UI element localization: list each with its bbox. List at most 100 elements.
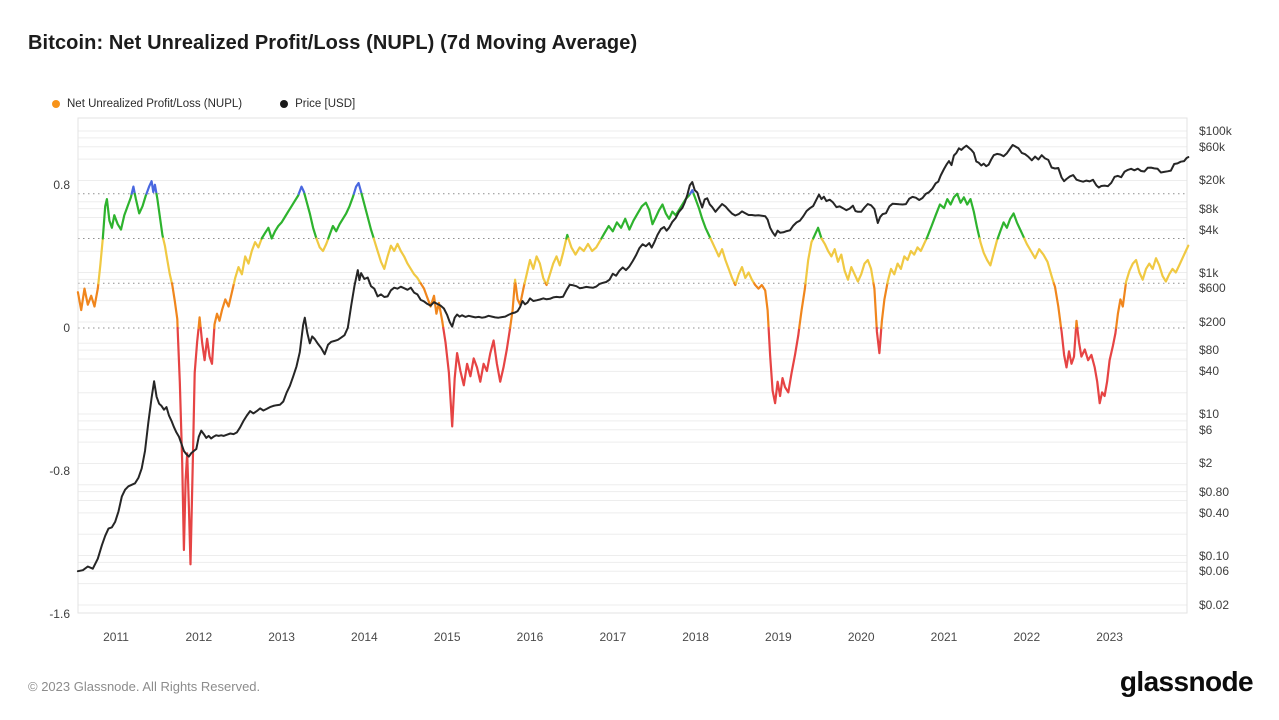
nupl-line-segment [1052,282,1063,330]
nupl-line-segment [880,282,889,330]
left-axis-tick-label: 0.8 [53,177,70,192]
left-axis-tick-label: 0 [63,321,70,335]
right-axis-tick-label: $10 [1199,407,1220,421]
nupl-line-segment [145,180,158,195]
copyright-text: © 2023 Glassnode. All Rights Reserved. [28,679,261,694]
nupl-line-segment [820,237,875,285]
x-axis-year-label: 2017 [599,630,627,644]
nupl-line-segment [315,237,330,253]
price-line [76,144,1190,573]
nupl-line-segment [303,192,318,240]
page-title: Bitcoin: Net Unrealized Profit/Loss (NUP… [28,32,638,54]
nupl-line-segment [232,237,263,285]
nupl-line-segment [1023,237,1055,285]
nupl-line-segment [752,282,770,330]
nupl-line-segment [709,237,736,285]
right-axis-tick-label: $0.02 [1199,597,1230,612]
nupl-line-segment [170,282,179,330]
nupl-line-segment [130,185,136,195]
nupl-line-segment [886,237,928,285]
nupl-line-segment [567,237,603,256]
legend-item-nupl[interactable]: Net Unrealized Profit/Loss (NUPL) [52,98,242,110]
left-axis-tick-label: -1.6 [49,607,70,622]
nupl-line-segment [213,282,236,330]
nupl-line-segment [352,181,363,195]
nupl-line-segment [1124,244,1190,285]
nupl-line-segment [996,212,1026,240]
x-axis-year-label: 2020 [847,630,875,644]
x-axis-year-label: 2014 [351,630,378,644]
legend-label-nupl: Net Unrealized Profit/Loss (NUPL) [67,98,243,110]
right-axis-tick-label: $20k [1199,173,1226,188]
nupl-line-segment [692,192,712,240]
x-axis-year-label: 2023 [1096,630,1123,644]
right-axis-tick-label: $0.10 [1199,548,1230,563]
nupl-line-segment [176,326,200,566]
right-axis-tick-label: $100k [1199,124,1232,138]
nupl-line-segment [76,282,100,312]
nupl-line-segment [360,192,375,240]
right-axis-tick-label: $4k [1199,222,1219,237]
nupl-line-segment [162,237,173,285]
legend-label-price: Price [USD] [295,98,356,110]
nupl-line-segment [197,316,202,330]
nupl-line-segment [1076,326,1118,405]
nupl-line-segment [442,326,512,428]
nupl-line-segment [767,326,801,405]
nupl-line-segment [97,237,104,285]
nupl-series-dot-icon [52,100,60,108]
left-axis-tick-label: -0.8 [49,464,70,479]
x-axis-year-label: 2015 [433,630,461,644]
right-axis-tick-label: $60k [1199,139,1226,154]
x-axis-year-label: 2022 [1013,630,1041,644]
nupl-line-segment [688,189,695,195]
x-axis-year-label: 2013 [268,630,295,644]
nupl-line-segment [1114,282,1128,330]
right-axis-tick-label: $0.80 [1199,484,1230,499]
nupl-line-segment [565,233,570,240]
nupl-line-segment [199,326,216,365]
right-axis-tick-label: $0.40 [1199,505,1230,520]
nupl-line-segment [545,237,568,285]
nupl-line-segment [372,237,422,285]
right-axis-tick-label: $600 [1199,281,1226,296]
nupl-line-segment [600,192,692,240]
x-axis-year-label: 2018 [682,630,709,644]
right-axis-tick-label: $6 [1199,422,1213,437]
nupl-line-segment [327,192,355,240]
plot-border [77,117,1188,614]
nupl-line-segment [978,237,999,267]
right-axis-tick-label: $8k [1199,201,1219,216]
right-axis-tick-label: $80 [1199,343,1220,358]
nupl-line-segment [509,282,516,330]
nupl-line-segment [812,226,823,240]
nupl-line-segment [798,282,807,330]
right-axis-tick-label: $40 [1199,364,1220,379]
right-axis-tick-label: $2 [1199,456,1213,471]
right-axis-tick-label: $200 [1199,314,1226,329]
price-series-dot-icon [280,100,289,108]
nupl-line-segment [133,192,148,215]
nupl-line-segment [155,192,165,240]
nupl-line-segment [101,192,133,240]
nupl-line-segment [872,282,878,330]
nupl-line-segment [1059,326,1078,369]
x-axis-year-label: 2019 [765,630,792,644]
nupl-line-segment [875,326,883,355]
nupl-line-segment [804,237,815,285]
nupl-line-segment [419,282,445,330]
legend: Net Unrealized Profit/Loss (NUPL) Price … [52,98,355,110]
x-axis-year-label: 2011 [103,630,129,644]
nupl-line-segment [523,255,547,285]
nupl-line-segment [1074,319,1079,330]
right-axis-tick-label: $0.06 [1199,564,1230,579]
nupl-line-segment [297,185,306,195]
nupl-line-segment [260,192,300,240]
nupl-line-segment [925,192,981,240]
nupl-line-segment [513,278,517,285]
legend-item-price[interactable]: Price [USD] [280,98,355,110]
right-axis-tick-label: $1k [1199,265,1219,280]
x-axis-year-label: 2021 [930,630,958,644]
